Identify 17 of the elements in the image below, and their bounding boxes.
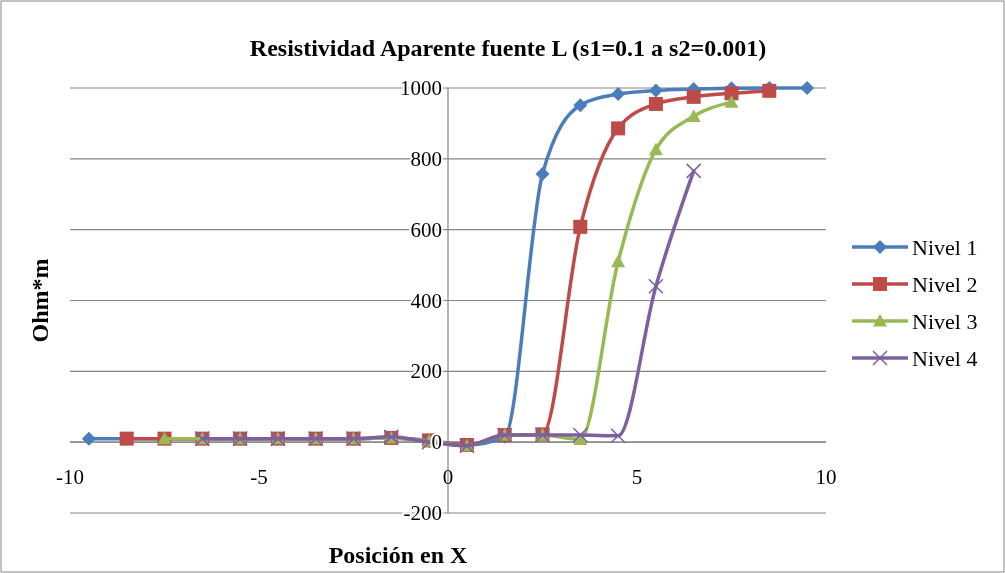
chart-title: Resistividad Aparente fuente L (s1=0.1 a s2=0.001) — [249, 35, 767, 61]
legend-label: Nivel 2 — [912, 272, 978, 297]
y-tick-label: 400 — [410, 288, 442, 313]
y-tick-label: 800 — [410, 146, 442, 171]
y-tick-label: 200 — [410, 359, 442, 384]
x-tick-label: 5 — [631, 465, 643, 490]
y-tick-label: 600 — [410, 217, 442, 242]
x-tick-label: 10 — [815, 465, 837, 490]
x-tick-label: -10 — [56, 465, 84, 490]
y-axis-title: Ohm*m — [27, 258, 53, 343]
y-tick-label: 1000 — [400, 76, 442, 100]
y-tick-label: -200 — [403, 501, 442, 525]
legend-label: Nivel 4 — [912, 346, 978, 371]
x-axis-title: Posición en X — [328, 542, 468, 568]
legend-label: Nivel 3 — [912, 309, 978, 334]
x-tick-label: -5 — [250, 465, 268, 490]
legend-label: Nivel 1 — [912, 235, 978, 260]
